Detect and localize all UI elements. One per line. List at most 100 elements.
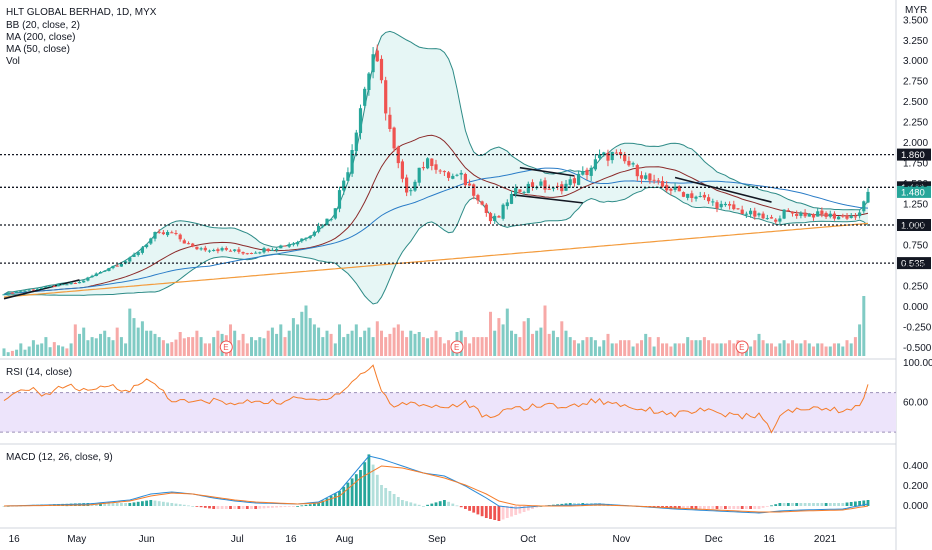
candle-body[interactable] [69, 282, 73, 285]
candle-body[interactable] [77, 282, 82, 284]
candle-body[interactable] [761, 213, 765, 219]
candle-body[interactable] [845, 215, 849, 219]
candle-body[interactable] [547, 188, 551, 190]
candle-body[interactable] [191, 243, 195, 247]
candle-body[interactable] [623, 154, 627, 162]
candle-body[interactable] [132, 254, 136, 257]
candle-body[interactable] [195, 246, 199, 250]
candle-body[interactable] [220, 248, 224, 251]
candle-body[interactable] [673, 186, 677, 190]
candle-body[interactable] [618, 152, 623, 155]
candle-body[interactable] [774, 219, 778, 222]
candle-body[interactable] [367, 73, 371, 91]
candle-body[interactable] [803, 212, 807, 217]
candle-body[interactable] [371, 54, 375, 73]
candle-body[interactable] [207, 250, 212, 252]
candle-body[interactable] [325, 218, 329, 226]
candle-body[interactable] [384, 80, 388, 114]
candle-body[interactable] [375, 50, 379, 62]
candle-body[interactable] [572, 178, 576, 184]
candle-body[interactable] [216, 249, 220, 252]
candle-body[interactable] [715, 202, 719, 209]
candle-body[interactable] [329, 219, 333, 221]
candle-body[interactable] [669, 188, 673, 191]
candle-body[interactable] [795, 213, 799, 216]
candle-body[interactable] [749, 210, 753, 215]
candle-body[interactable] [296, 242, 300, 245]
candle-body[interactable] [321, 225, 325, 227]
candle-body[interactable] [656, 180, 660, 182]
candle-body[interactable] [858, 212, 862, 217]
candle-body[interactable] [287, 244, 291, 247]
earnings-marker[interactable] [450, 340, 464, 354]
candle-body[interactable] [866, 191, 870, 203]
candle-body[interactable] [379, 58, 384, 81]
candle-body[interactable] [350, 150, 354, 174]
candle-body[interactable] [610, 151, 614, 161]
candle-body[interactable] [275, 249, 279, 251]
trend-line[interactable] [674, 176, 772, 203]
candle-body[interactable] [23, 290, 27, 292]
candle-body[interactable] [145, 244, 149, 248]
candle-body[interactable] [421, 167, 425, 169]
legend-bb[interactable]: BB (20, close, 2) [6, 20, 80, 31]
candle-body[interactable] [56, 284, 61, 287]
candle-body[interactable] [740, 209, 744, 214]
candle-body[interactable] [10, 292, 14, 294]
candle-body[interactable] [153, 232, 157, 239]
candle-body[interactable] [509, 194, 514, 204]
candle-body[interactable] [279, 245, 283, 249]
candle-body[interactable] [807, 213, 811, 217]
candle-body[interactable] [94, 273, 98, 277]
candle-body[interactable] [681, 192, 686, 197]
candle-body[interactable] [585, 169, 589, 175]
candle-body[interactable] [186, 243, 191, 245]
ma200-line[interactable] [3, 222, 869, 298]
candle-body[interactable] [455, 174, 459, 176]
candle-body[interactable] [736, 208, 740, 210]
candle-body[interactable] [36, 288, 40, 290]
candle-body[interactable] [728, 204, 732, 206]
ma50-line[interactable] [3, 167, 869, 295]
candle-body[interactable] [308, 236, 312, 239]
candle-body[interactable] [652, 179, 656, 181]
candle-body[interactable] [690, 193, 694, 198]
candle-body[interactable] [723, 203, 727, 206]
bb-basis-line[interactable] [3, 134, 869, 295]
candle-body[interactable] [828, 213, 832, 217]
candle-body[interactable] [203, 247, 207, 251]
candle-body[interactable] [476, 195, 480, 201]
candle-body[interactable] [262, 248, 266, 253]
candle-body[interactable] [405, 177, 409, 193]
candle-body[interactable] [468, 183, 472, 186]
candle-body[interactable] [140, 247, 144, 253]
candle-body[interactable] [719, 203, 723, 208]
candle-body[interactable] [103, 270, 107, 272]
candle-body[interactable] [644, 175, 648, 179]
candle-body[interactable] [577, 173, 581, 185]
candle-body[interactable] [711, 201, 715, 203]
candle-body[interactable] [660, 181, 665, 187]
trend-line[interactable] [519, 166, 575, 177]
candle-body[interactable] [438, 170, 442, 172]
candle-body[interactable] [593, 159, 597, 170]
bb-upper-line[interactable] [3, 30, 869, 295]
candle-body[interactable] [518, 189, 522, 192]
earnings-marker[interactable] [219, 340, 233, 354]
candle-body[interactable] [635, 165, 639, 177]
candle-body[interactable] [799, 212, 803, 216]
candle-body[interactable] [86, 277, 90, 281]
candle-body[interactable] [241, 252, 245, 254]
candle-body[interactable] [568, 179, 572, 185]
candle-body[interactable] [832, 213, 836, 219]
candle-body[interactable] [820, 210, 824, 215]
candle-body[interactable] [31, 289, 35, 291]
candle-body[interactable] [317, 226, 321, 232]
candle-body[interactable] [388, 114, 392, 129]
candle-body[interactable] [862, 201, 866, 212]
candle-body[interactable] [392, 127, 396, 149]
candle-body[interactable] [48, 286, 52, 288]
candle-body[interactable] [90, 275, 94, 278]
candle-body[interactable] [556, 185, 560, 187]
candle-body[interactable] [769, 217, 774, 219]
